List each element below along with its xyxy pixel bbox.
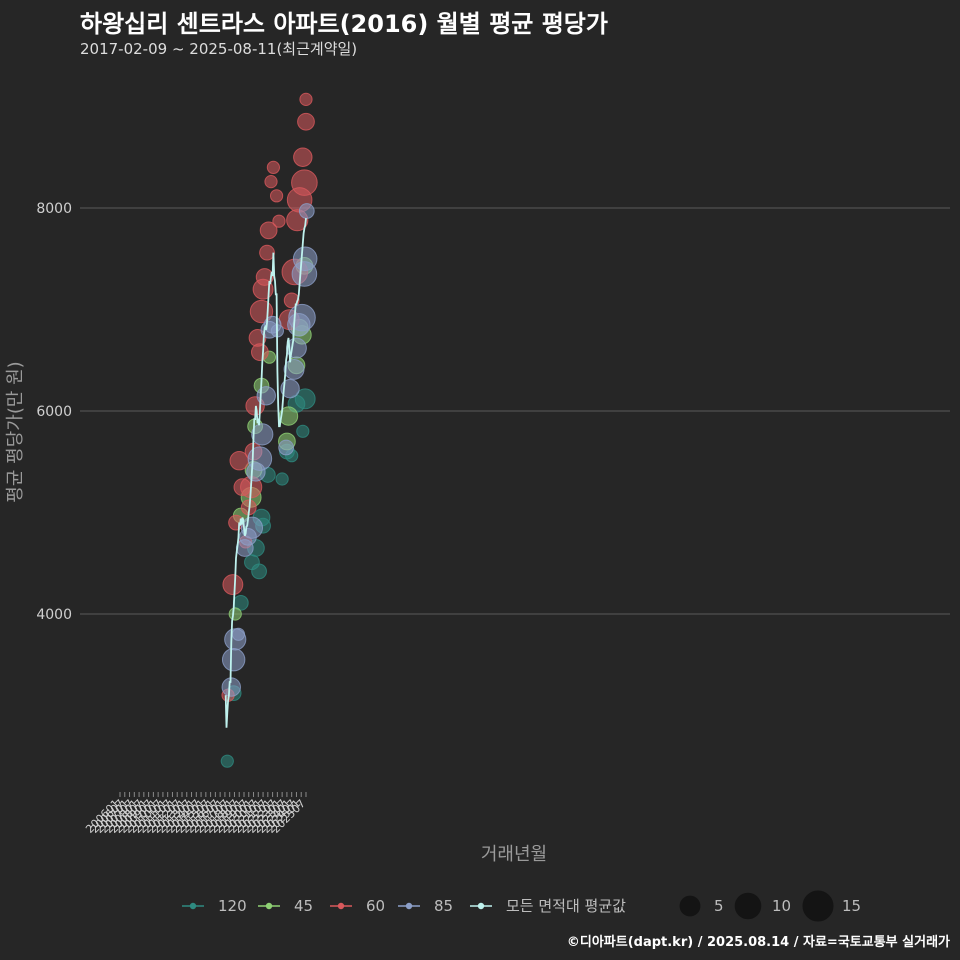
point-120 — [275, 472, 289, 486]
legend-item-60: 60 — [330, 897, 385, 915]
size-legend-item: 10 — [734, 892, 791, 920]
point-60 — [222, 574, 244, 595]
avg-line — [224, 218, 307, 728]
point-60 — [293, 147, 313, 167]
legend-label-60: 60 — [366, 897, 385, 915]
size-legend-label: 15 — [842, 897, 861, 915]
point-45 — [228, 607, 242, 621]
point-85 — [231, 627, 246, 641]
legend-label-120: 120 — [218, 897, 247, 915]
legend-dot-60 — [337, 902, 345, 910]
legend-label-85: 85 — [434, 897, 453, 915]
point-120 — [296, 424, 310, 438]
point-60 — [299, 92, 313, 106]
y-tick-label: 4000 — [36, 607, 72, 623]
point-60 — [291, 169, 318, 196]
size-legend-circle — [734, 892, 762, 920]
x-axis-ticks: 2006012006072007012007072008012008072009… — [83, 792, 308, 836]
legend-dot-모든 면적대 평균값 — [477, 902, 485, 910]
point-60 — [272, 214, 286, 228]
legend: 120 45 60 85 모든 면적대 평균값 5 10 15 — [182, 890, 861, 922]
size-legend-item: 5 — [679, 895, 724, 917]
grid-layer — [80, 207, 950, 615]
legend-dot-45 — [265, 902, 273, 910]
size-legend-circle — [679, 895, 701, 917]
y-tick-label: 6000 — [36, 404, 72, 420]
legend-item-45: 45 — [258, 897, 313, 915]
point-60 — [251, 343, 269, 361]
point-85 — [251, 423, 274, 446]
legend-label-모든 면적대 평균값: 모든 면적대 평균값 — [506, 897, 626, 915]
point-85 — [278, 439, 294, 456]
legend-label-45: 45 — [294, 897, 313, 915]
point-85 — [240, 516, 264, 539]
size-legend-label: 5 — [714, 897, 724, 915]
point-120 — [294, 388, 316, 410]
point-60 — [259, 244, 275, 261]
size-legend-label: 10 — [772, 897, 791, 915]
point-60 — [259, 221, 278, 240]
point-60 — [264, 175, 278, 189]
point-85 — [280, 378, 300, 399]
y-axis-title: 평균 평당가(만 원) — [5, 361, 26, 502]
chart-subtitle: 2017-02-09 ~ 2025-08-11(최근계약일) — [80, 40, 358, 58]
point-85 — [247, 446, 273, 471]
legend-item-모든 면적대 평균값: 모든 면적대 평균값 — [470, 897, 626, 915]
legend-item-120: 120 — [182, 897, 247, 915]
chart-title: 하왕십리 센트라스 아파트(2016) 월별 평균 평당가 — [80, 10, 608, 38]
size-legend-item: 15 — [802, 890, 861, 922]
point-85 — [283, 358, 305, 380]
source-caption: ©디아파트(dapt.kr) / 2025.08.14 / 자료=국토교통부 실… — [566, 935, 950, 950]
y-tick-label: 8000 — [36, 201, 72, 217]
point-120 — [220, 754, 234, 768]
legend-item-85: 85 — [398, 897, 453, 915]
point-85 — [288, 303, 316, 332]
legend-dot-85 — [405, 902, 413, 910]
point-85 — [298, 203, 315, 219]
y-axis-ticks: 4000 6000 8000 — [36, 201, 72, 623]
point-85 — [292, 246, 318, 272]
avg-line-layer — [224, 218, 307, 728]
point-60 — [297, 112, 315, 131]
point-60 — [266, 160, 280, 174]
points-layer — [220, 92, 318, 768]
legend-dot-120 — [189, 902, 197, 910]
point-60 — [269, 189, 284, 203]
size-legend-circle — [802, 890, 834, 922]
point-85 — [221, 647, 246, 672]
x-axis-title: 거래년월 — [481, 844, 547, 865]
point-120 — [251, 563, 267, 580]
